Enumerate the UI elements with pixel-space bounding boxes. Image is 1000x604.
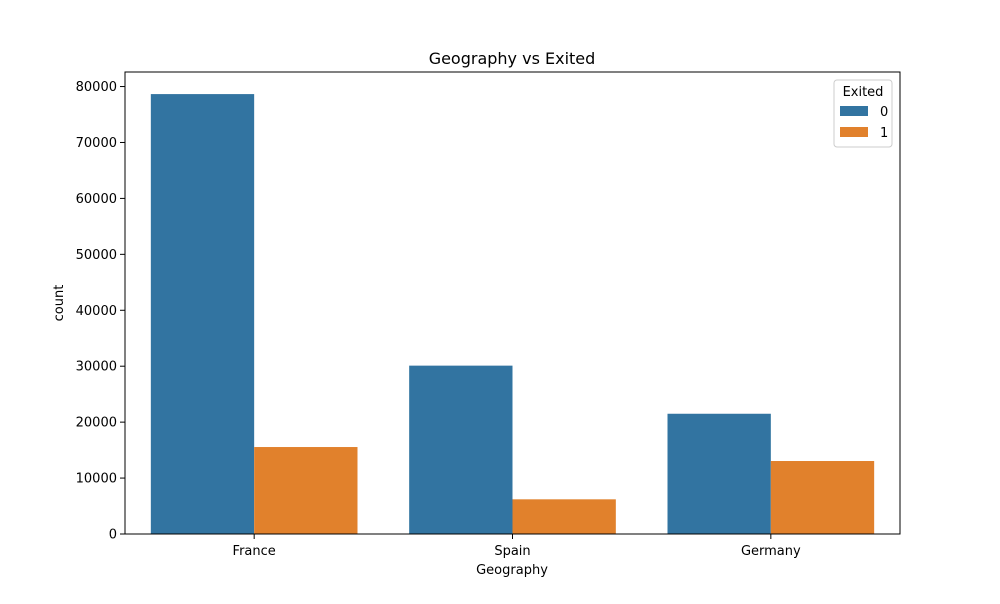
y-tick-label: 0: [109, 528, 117, 543]
legend-swatch-0: [840, 106, 868, 116]
y-tick-label: 80000: [76, 80, 117, 95]
legend-label-0: 0: [880, 105, 888, 120]
bar-france-exited-1: [254, 447, 358, 534]
y-tick-label: 40000: [76, 304, 117, 319]
chart-title: Geography vs Exited: [429, 49, 596, 68]
legend: Exited 0 1: [833, 79, 893, 148]
x-tick-label: Germany: [741, 544, 801, 559]
x-tick-label: France: [233, 544, 276, 559]
bar-spain-exited-1: [512, 499, 616, 534]
bar-france-exited-0: [150, 94, 255, 534]
y-tick-label: 50000: [76, 248, 117, 263]
bar-spain-exited-0: [409, 365, 513, 534]
bar-germany-exited-1: [770, 461, 875, 534]
plot-frame: [124, 71, 901, 535]
y-axis-label: count: [52, 285, 67, 322]
y-tick-label: 30000: [76, 360, 117, 375]
x-tick-label: Spain: [494, 544, 530, 559]
y-tick-label: 20000: [76, 416, 117, 431]
bar-germany-exited-0: [667, 413, 771, 534]
legend-swatch-1: [840, 127, 868, 137]
x-axis-label: Geography: [476, 563, 548, 578]
y-tick-label: 70000: [76, 136, 117, 151]
y-tick-label: 10000: [76, 472, 117, 487]
legend-label-1: 1: [880, 126, 888, 141]
y-axis: 0 10000 20000 30000 40000 50000 60000 70000 8000…: [76, 80, 125, 543]
bars-layer: [150, 94, 875, 534]
y-tick-label: 60000: [76, 192, 117, 207]
x-axis: France Spain Germany: [233, 534, 801, 559]
legend-title: Exited: [843, 85, 884, 100]
